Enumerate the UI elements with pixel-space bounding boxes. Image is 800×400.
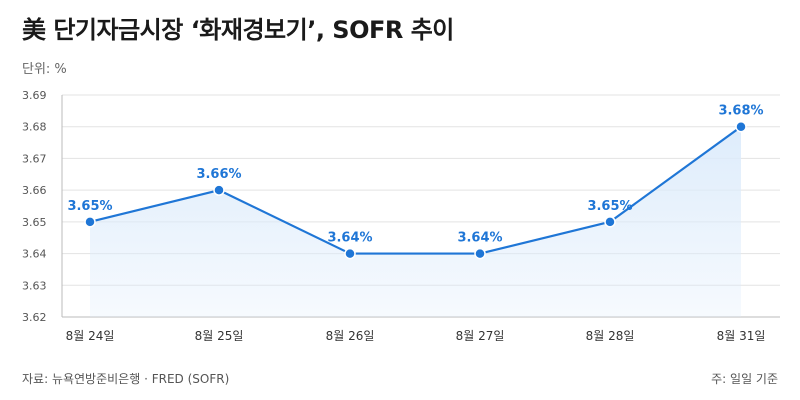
data-point xyxy=(735,120,747,133)
line-layer xyxy=(89,125,742,255)
data-point xyxy=(213,184,225,196)
y-tick-label: 3.67 xyxy=(22,152,47,165)
source-note: 자료: 뉴욕연방준비은행 · FRED (SOFR) xyxy=(22,372,230,386)
data-point xyxy=(604,216,616,228)
y-tick-label: 3.68 xyxy=(22,121,47,134)
x-tick-label: 8월 25일 xyxy=(195,329,244,343)
x-tick-label: 8월 24일 xyxy=(66,329,115,343)
basis-note: 주: 일일 기준 xyxy=(711,372,778,386)
unit-label: 단위: % xyxy=(22,62,67,77)
data-point xyxy=(474,247,486,260)
data-point xyxy=(344,247,356,260)
area-fill xyxy=(90,126,741,317)
data-label: 3.64% xyxy=(327,231,372,246)
data-label: 3.68% xyxy=(718,104,763,119)
page-title: 美 단기자금시장 ‘화재경보기’, SOFR 추이 xyxy=(22,16,454,44)
x-tick-label: 8월 28일 xyxy=(586,329,635,343)
x-tick-label: 8월 31일 xyxy=(717,329,766,343)
label-layer: 3.65% 3.66% 3.64% 3.64% 3.65% 3.68% xyxy=(67,104,763,246)
y-axis-ticks: 3.62 3.63 3.64 3.65 3.66 3.67 3.68 3.69 xyxy=(22,89,47,324)
y-tick-label: 3.69 xyxy=(22,89,47,102)
data-label: 3.64% xyxy=(457,231,502,246)
data-label: 3.65% xyxy=(67,199,112,214)
area-layer xyxy=(90,126,741,317)
series-line xyxy=(89,125,742,255)
data-point xyxy=(84,216,96,228)
x-axis-ticks: 8월 24일 8월 25일 8월 26일 8월 27일 8월 28일 8월 31일 xyxy=(66,329,766,343)
y-tick-label: 3.66 xyxy=(22,184,47,197)
data-label: 3.65% xyxy=(587,199,632,214)
x-tick-label: 8월 27일 xyxy=(456,329,505,343)
y-tick-label: 3.62 xyxy=(22,311,47,324)
y-tick-label: 3.63 xyxy=(22,279,47,292)
y-tick-label: 3.64 xyxy=(22,248,47,261)
y-tick-label: 3.65 xyxy=(22,216,47,229)
point-layer xyxy=(84,120,747,260)
x-tick-label: 8월 26일 xyxy=(326,329,375,343)
data-label: 3.66% xyxy=(196,167,241,182)
